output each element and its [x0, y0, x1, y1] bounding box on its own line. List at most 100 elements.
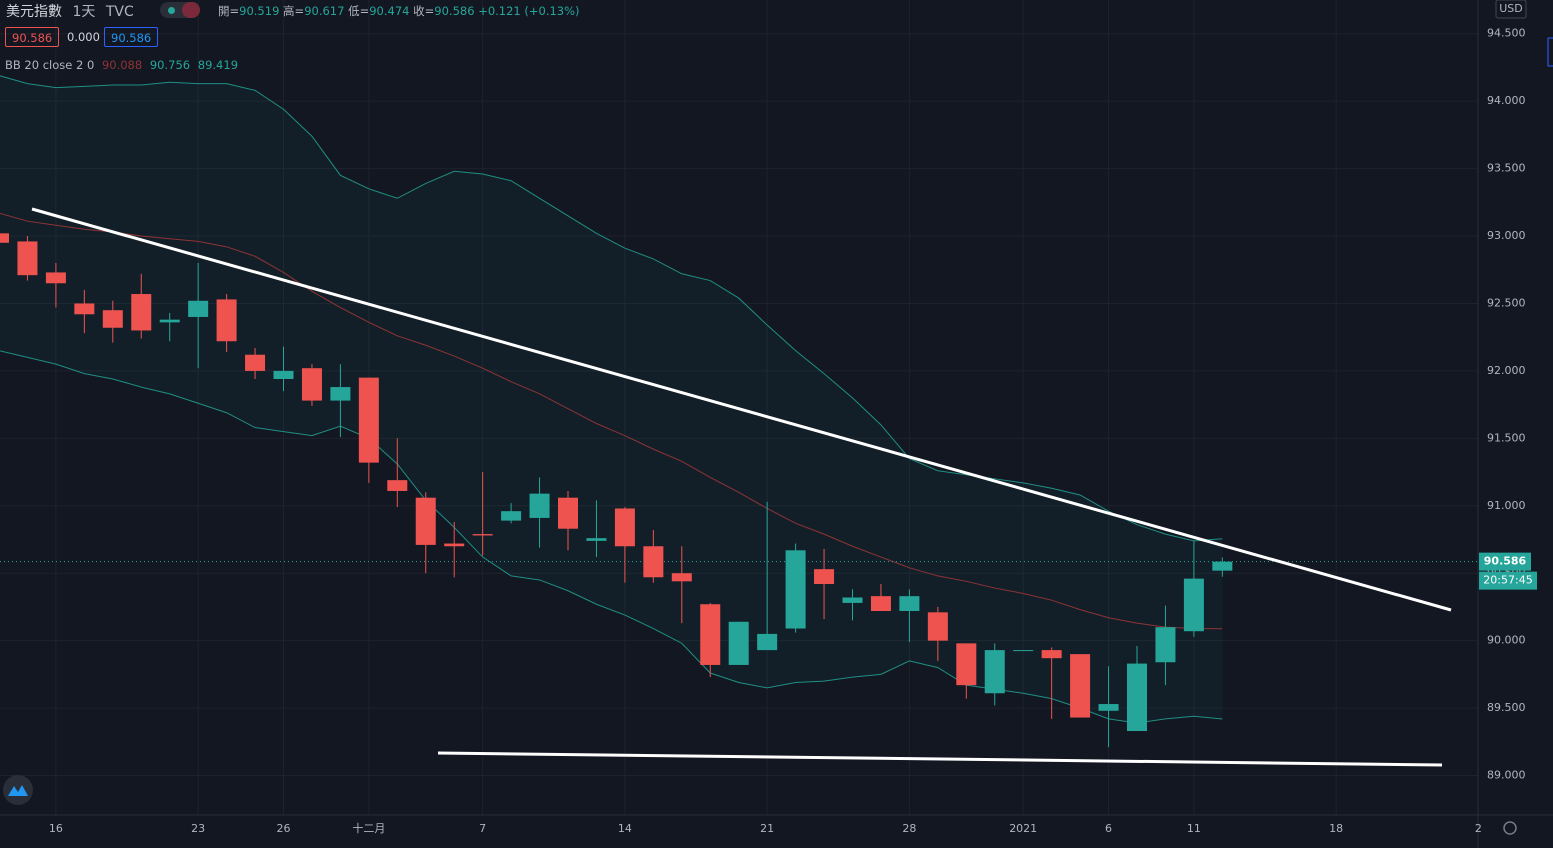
candle-body [728, 621, 749, 665]
high-value: 90.617 [304, 4, 345, 18]
y-tick-label: 90.000 [1487, 634, 1526, 647]
bid: 90.586 [12, 31, 53, 45]
candle-body [501, 511, 522, 521]
open-label: 開= [218, 4, 240, 18]
candle-body [102, 310, 123, 328]
basis-value: 90.088 [101, 58, 143, 72]
candle-body [757, 633, 778, 651]
candle-body [188, 300, 209, 317]
lower-value: 89.419 [197, 58, 239, 72]
last-price-label: 90.586 [1484, 555, 1527, 568]
logo-icon [8, 785, 28, 796]
scroll-handle[interactable] [1547, 37, 1553, 67]
y-tick-label: 92.500 [1487, 296, 1526, 309]
currency-box[interactable] [1495, 0, 1527, 19]
indicator-line: BB 20 close 2 0 90.088 90.756 89.419 [5, 58, 238, 72]
x-tick-label: 2 [1475, 822, 1482, 835]
high-label: 高= [283, 4, 305, 18]
candle-body [927, 612, 948, 641]
candle-body [1098, 704, 1119, 711]
indicator-name[interactable]: BB 20 close 2 0 [5, 58, 95, 72]
candle-body [984, 650, 1005, 694]
candle-body [301, 368, 322, 401]
support-line[interactable] [437, 751, 1443, 767]
currency: USD [1499, 2, 1523, 15]
close-label: 收= [413, 4, 435, 18]
candle-body [245, 354, 266, 371]
candle-body [358, 377, 379, 463]
candle-body [216, 299, 237, 342]
candle-body [415, 497, 436, 545]
ask: 90.586 [111, 31, 152, 45]
ask-box[interactable]: 90.586 [104, 27, 159, 47]
candle-body [1041, 650, 1062, 659]
candle-body [1070, 654, 1091, 718]
open-value: 90.519 [239, 4, 280, 18]
logo[interactable] [3, 775, 33, 805]
toggle[interactable] [160, 2, 200, 18]
low-value: 90.474 [369, 4, 410, 18]
upper-band [0, 75, 1223, 542]
candle-body [870, 596, 891, 611]
candle-body [842, 597, 863, 603]
toggle-knob [182, 2, 200, 18]
change: +0.121 (+0.13%) [478, 4, 580, 18]
trend-line[interactable] [31, 207, 1452, 612]
candle-body [558, 497, 578, 529]
ohlc-legend: 開=90.519 高=90.617 低=90.474 收=90.586 +0.1… [218, 3, 580, 19]
candle-body [330, 387, 351, 401]
candle-body [159, 319, 180, 323]
last-price-box [1479, 552, 1531, 571]
price-axis-panel [1478, 0, 1553, 848]
candle-body [643, 546, 664, 578]
candle-body [273, 370, 294, 380]
y-tick-label: 93.500 [1487, 162, 1526, 175]
candle-body [1183, 578, 1204, 632]
y-tick-label: 89.500 [1487, 701, 1526, 714]
toggle-dot [168, 7, 175, 14]
bid-box[interactable]: 90.586 [5, 27, 60, 47]
y-tick-label: 94.500 [1487, 27, 1526, 40]
y-tick-label: 92.000 [1487, 364, 1526, 377]
y-tick-label: 91.000 [1487, 499, 1526, 512]
candle-body [0, 233, 9, 243]
x-tick-label: 28 [902, 822, 916, 835]
symbol-line: 美元指數 1天 TVC [6, 1, 134, 21]
candle-body [785, 550, 806, 629]
low-label: 低= [348, 4, 370, 18]
band-fill [0, 75, 1223, 723]
interval[interactable]: 1天 [72, 4, 96, 20]
candle-body [131, 294, 152, 331]
candle-body [700, 604, 721, 665]
x-tick-label: 18 [1329, 822, 1343, 835]
candle-body [387, 480, 408, 491]
plot-area [0, 0, 1479, 815]
spread: 0.000 [67, 30, 100, 44]
x-tick-label: 11 [1187, 822, 1201, 835]
x-tick-label: 2021 [1009, 822, 1037, 835]
x-tick-label: 23 [191, 822, 205, 835]
x-tick-label: 7 [479, 822, 486, 835]
symbol-title[interactable]: 美元指數 [6, 4, 62, 20]
spread-box: 0.000 [61, 27, 106, 47]
candle-body [1155, 627, 1176, 663]
y-tick-label: 91.500 [1487, 431, 1526, 444]
candle-body [671, 573, 692, 582]
countdown-box [1479, 571, 1537, 590]
x-tick-label: 14 [618, 822, 632, 835]
x-tick-label: 16 [49, 822, 63, 835]
settings-icon[interactable] [1503, 821, 1517, 835]
candle-body [45, 272, 66, 284]
x-tick-label: 6 [1105, 822, 1112, 835]
candle-body [814, 569, 835, 585]
source: TVC [105, 4, 134, 20]
y-tick-label: 89.000 [1487, 769, 1526, 782]
x-tick-label: 21 [760, 822, 774, 835]
x-tick-label: 26 [277, 822, 291, 835]
candle-body [444, 543, 465, 547]
time-axis-panel [0, 815, 1478, 848]
upper-value: 90.756 [149, 58, 191, 72]
candle-body [74, 303, 95, 315]
candle-body [956, 643, 977, 686]
